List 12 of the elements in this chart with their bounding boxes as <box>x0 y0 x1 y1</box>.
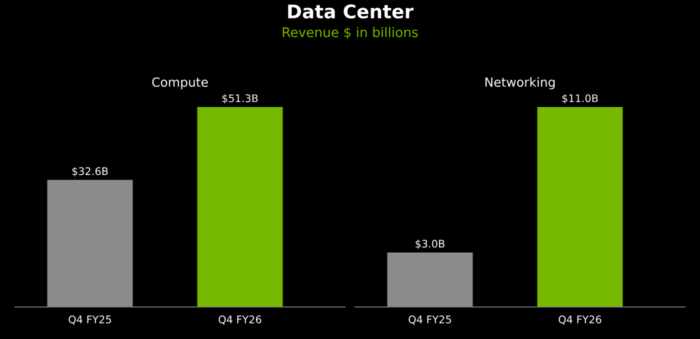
data-label: $11.0B <box>562 94 598 104</box>
data-label: $3.0B <box>416 240 444 250</box>
data-label: $51.3B <box>222 94 258 104</box>
chart-title: Compute <box>152 77 208 90</box>
x-tick-label: Q4 FY26 <box>218 316 262 325</box>
x-tick-label: Q4 FY25 <box>408 316 451 325</box>
text: Revenue $ in billions <box>282 27 418 39</box>
text: Data Center <box>288 4 414 19</box>
data-label: $32.6B <box>72 167 108 176</box>
chart-title: Networking <box>485 77 555 90</box>
x-tick-label: Q4 FY25 <box>68 316 111 325</box>
x-tick-label: Q4 FY26 <box>558 316 602 325</box>
